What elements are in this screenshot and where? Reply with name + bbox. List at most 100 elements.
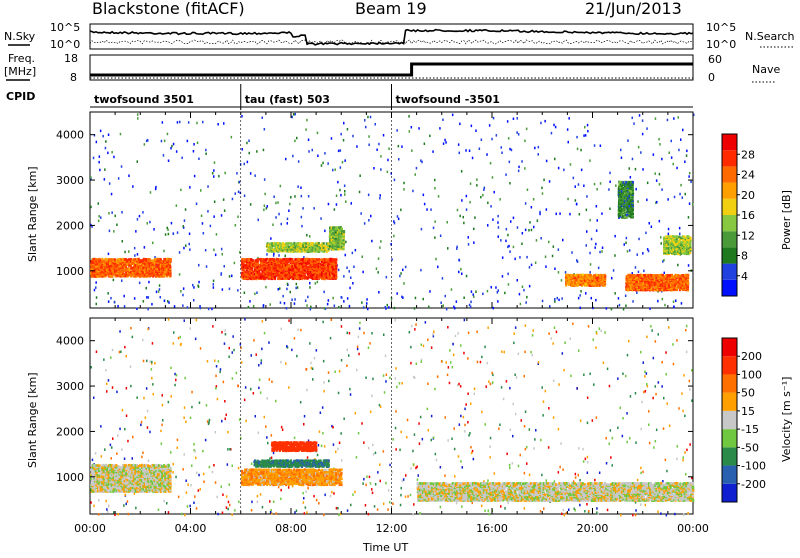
scatter-cell: [359, 175, 361, 178]
scatter-cell: [173, 232, 175, 235]
scatter-cell: [537, 219, 539, 222]
scatter-cell: [388, 489, 390, 492]
scatter-cell: [254, 174, 256, 177]
scatter-cell: [501, 386, 503, 389]
scatter-cell: [305, 491, 307, 494]
scatter-cell: [496, 134, 498, 137]
scatter-cell: [195, 457, 197, 460]
scatter-cell: [196, 203, 198, 206]
scatter-cell: [294, 302, 296, 305]
scatter-cell: [598, 267, 600, 270]
scatter-cell: [568, 509, 570, 512]
scatter-cell: [301, 195, 303, 198]
scatter-cell: [469, 201, 471, 204]
scatter-cell: [172, 471, 174, 474]
scatter-cell: [275, 512, 277, 515]
ytick-label: 1000: [56, 265, 84, 278]
scatter-cell: [171, 145, 173, 148]
scatter-cell: [217, 513, 219, 516]
scatter-cell: [340, 149, 342, 152]
scatter-cell: [367, 308, 369, 311]
scatter-cell: [561, 279, 563, 282]
scatter-cell: [516, 131, 518, 134]
power-ylabel: Slant Range [km]: [26, 166, 39, 262]
scatter-cell: [587, 130, 589, 133]
scatter-cell: [320, 217, 322, 220]
scatter-cell: [368, 135, 370, 138]
scatter-cell: [145, 416, 147, 419]
heatmap-cell: [288, 242, 290, 245]
scatter-cell: [513, 217, 515, 220]
scatter-cell: [136, 308, 138, 311]
scatter-cell: [307, 456, 309, 459]
scatter-cell: [493, 117, 495, 120]
scatter-cell: [443, 304, 445, 307]
scatter-cell: [595, 299, 597, 302]
scatter-cell: [238, 191, 240, 194]
scatter-cell: [630, 176, 632, 179]
scatter-cell: [198, 264, 200, 267]
scatter-cell: [398, 158, 400, 161]
scatter-cell: [625, 295, 627, 298]
scatter-cell: [553, 124, 555, 127]
scatter-cell: [691, 369, 693, 372]
heatmap-cell: [106, 258, 108, 261]
scatter-cell: [187, 140, 189, 143]
colorbar-tick-label: 28: [741, 148, 755, 161]
scatter-cell: [638, 146, 640, 149]
scatter-cell: [180, 189, 182, 192]
colorbar-swatch: [722, 264, 737, 280]
scatter-cell: [384, 391, 386, 394]
scatter-cell: [672, 343, 674, 346]
scatter-cell: [532, 334, 534, 337]
scatter-cell: [98, 220, 100, 223]
scatter-cell: [177, 447, 179, 450]
scatter-cell: [379, 463, 381, 466]
scatter-cell: [336, 507, 338, 510]
scatter-cell: [580, 307, 582, 310]
scatter-cell: [410, 346, 412, 349]
heatmap-cell: [676, 274, 678, 277]
scatter-cell: [246, 142, 248, 145]
scatter-cell: [380, 480, 382, 483]
scatter-cell: [195, 338, 197, 341]
scatter-cell: [247, 161, 249, 164]
scatter-cell: [684, 451, 686, 454]
heatmap-cell: [687, 274, 689, 277]
scatter-cell: [121, 165, 123, 168]
scatter-cell: [255, 415, 257, 418]
scatter-cell: [294, 337, 296, 340]
scatter-cell: [657, 300, 659, 303]
scatter-cell: [490, 205, 492, 208]
scatter-cell: [301, 225, 303, 228]
scatter-cell: [587, 422, 589, 425]
scatter-cell: [454, 475, 456, 478]
scatter-cell: [241, 115, 243, 118]
cpid-segment-label: twofsound -3501: [396, 93, 500, 106]
scatter-cell: [661, 361, 663, 364]
scatter-cell: [575, 476, 577, 479]
scatter-cell: [337, 507, 339, 510]
scatter-cell: [394, 307, 396, 310]
scatter-cell: [468, 236, 470, 239]
scatter-cell: [263, 209, 265, 212]
scatter-cell: [93, 505, 95, 508]
scatter-cell: [409, 331, 411, 334]
scatter-cell: [497, 215, 499, 218]
scatter-cell: [461, 505, 463, 508]
scatter-cell: [667, 198, 669, 201]
scatter-cell: [269, 457, 271, 460]
heatmap-cell: [632, 215, 634, 218]
scatter-cell: [688, 175, 690, 178]
heatmap-cell: [343, 230, 345, 233]
colorbar-swatch: [722, 166, 737, 182]
scatter-cell: [241, 361, 243, 364]
scatter-cell: [251, 463, 253, 466]
scatter-cell: [261, 348, 263, 351]
scatter-cell: [680, 184, 682, 187]
scatter-cell: [585, 134, 587, 137]
scatter-cell: [331, 491, 333, 494]
scatter-cell: [362, 256, 364, 259]
scatter-cell: [546, 479, 548, 482]
scatter-cell: [661, 158, 663, 161]
